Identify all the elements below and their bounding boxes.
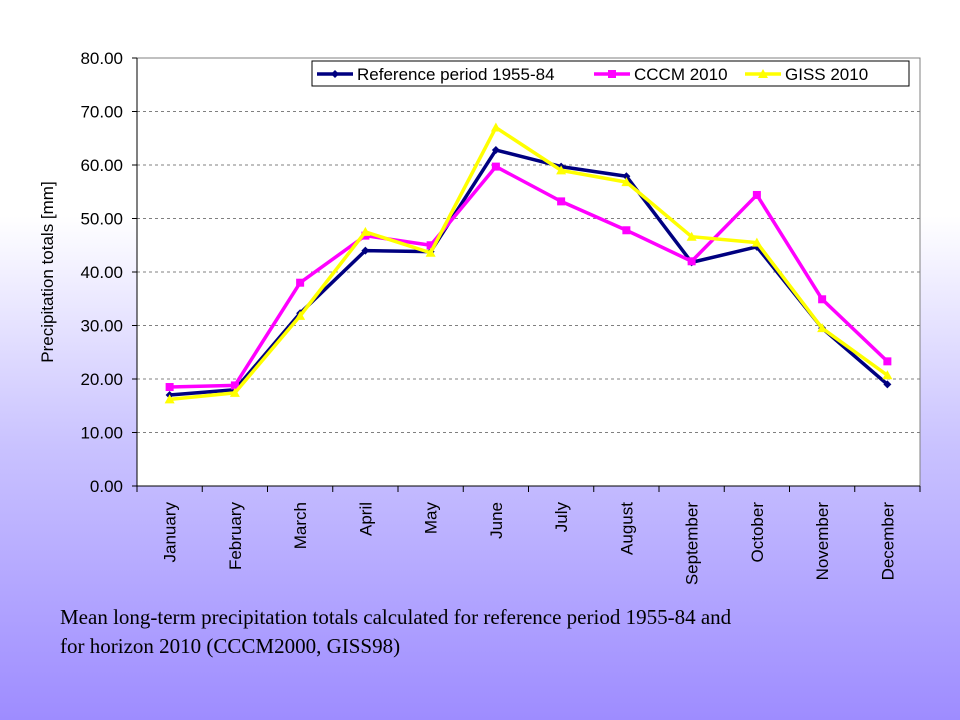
legend-label: Reference period 1955-84 <box>357 65 555 84</box>
data-point <box>425 247 436 257</box>
series-line <box>169 148 889 397</box>
x-tick-label: April <box>356 502 375 536</box>
series-1 <box>165 146 892 400</box>
legend-swatch-marker <box>758 69 768 78</box>
legend-swatch-marker <box>331 70 339 78</box>
x-tick-label: December <box>878 502 897 581</box>
data-point <box>622 172 631 181</box>
data-point <box>883 380 892 389</box>
y-tick-label: 60.00 <box>80 156 123 175</box>
data-point <box>296 278 305 287</box>
y-tick-labels: 0.00 10.00 20.00 30.00 40.00 50.00 60.00 70.00 8… <box>80 49 137 496</box>
x-tick-label: March <box>291 502 310 549</box>
data-point <box>687 257 696 266</box>
data-point <box>164 394 175 404</box>
data-point <box>686 231 697 241</box>
x-tick-label: July <box>552 502 571 533</box>
x-tick-label: August <box>617 502 636 555</box>
legend-swatch-marker <box>608 70 616 78</box>
data-point <box>230 381 239 390</box>
data-point <box>229 387 240 397</box>
data-point <box>818 295 827 304</box>
precipitation-chart: 0.00 10.00 20.00 30.00 40.00 50.00 60.00 70.00 8… <box>38 49 921 586</box>
data-point <box>557 197 566 206</box>
data-point <box>490 122 501 132</box>
legend-entry: GISS 2010 <box>745 65 868 84</box>
y-tick-label: 20.00 <box>80 370 123 389</box>
figure-caption: Mean long-term precipitation totals calc… <box>60 603 930 661</box>
x-tick-label: September <box>683 502 702 585</box>
data-point <box>165 383 174 392</box>
legend-entry: CCCM 2010 <box>594 65 728 84</box>
y-tick-label: 80.00 <box>80 49 123 68</box>
data-point <box>295 310 306 320</box>
x-tick-label: February <box>226 502 245 571</box>
grid-lines <box>137 111 920 433</box>
x-tick-label: June <box>487 502 506 539</box>
x-tick-label: May <box>422 502 441 535</box>
y-tick-label: 30.00 <box>80 317 123 336</box>
data-point <box>426 241 435 250</box>
data-point <box>556 165 567 175</box>
x-tick-label: October <box>748 502 767 563</box>
series-3 <box>164 122 893 404</box>
y-tick-label: 10.00 <box>80 424 123 443</box>
data-point <box>491 146 500 155</box>
x-tick-labels: January February March April May June July Augu… <box>161 502 898 586</box>
legend: Reference period 1955-84 CCCM 2010 GISS 20… <box>311 60 910 87</box>
data-series <box>164 122 893 404</box>
y-tick-label: 50.00 <box>80 210 123 229</box>
data-point <box>817 323 828 333</box>
data-point <box>622 226 631 235</box>
data-point <box>361 246 370 255</box>
data-point <box>752 190 761 199</box>
y-tick-label: 40.00 <box>80 263 123 282</box>
caption-line-2: for horizon 2010 (CCCM2000, GISS98) <box>60 634 401 658</box>
y-tick-label: 70.00 <box>80 103 123 122</box>
y-axis-label: Precipitation totals [mm] <box>38 181 57 362</box>
x-tick-label: November <box>813 502 832 581</box>
data-point <box>882 370 893 380</box>
series-line <box>169 125 889 402</box>
data-point <box>491 162 500 171</box>
legend-label: CCCM 2010 <box>634 65 728 84</box>
legend-entry: Reference period 1955-84 <box>317 65 555 84</box>
caption-line-1: Mean long-term precipitation totals calc… <box>60 605 732 629</box>
y-tick-label: 0.00 <box>90 477 123 496</box>
data-point <box>621 177 632 187</box>
legend-label: GISS 2010 <box>785 65 868 84</box>
series-line <box>169 164 889 389</box>
data-point <box>751 237 762 247</box>
x-tick-label: January <box>161 502 180 563</box>
data-point <box>360 226 371 236</box>
data-point <box>883 357 892 366</box>
